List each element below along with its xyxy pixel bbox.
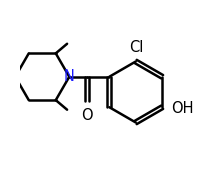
Text: N: N (64, 69, 75, 84)
Text: O: O (81, 108, 92, 123)
Text: OH: OH (171, 101, 193, 116)
Text: Cl: Cl (129, 39, 144, 55)
